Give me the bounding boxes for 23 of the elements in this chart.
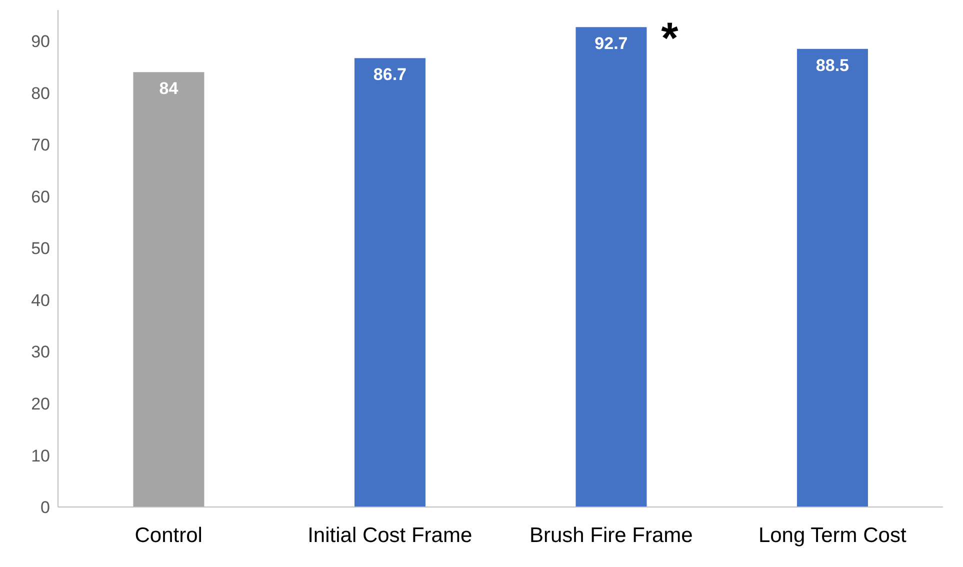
data-label: 88.5	[816, 56, 850, 75]
y-tick-label: 30	[31, 342, 50, 362]
y-tick-label: 80	[31, 84, 50, 103]
y-tick-label: 90	[31, 32, 50, 52]
bar	[354, 58, 426, 507]
y-tick-label: 70	[31, 136, 50, 155]
data-label: 86.7	[373, 65, 407, 84]
annotation: *	[661, 14, 680, 64]
y-tick-label: 20	[31, 394, 50, 414]
bar	[576, 27, 647, 507]
y-tick-label: 0	[40, 498, 50, 518]
y-tick-label: 50	[31, 239, 50, 258]
y-tick-label: 60	[31, 187, 50, 206]
y-tick-label: 10	[31, 446, 50, 466]
x-tick-label: Initial Cost Frame	[308, 524, 472, 547]
y-tick-label: 40	[31, 290, 50, 310]
data-label: 84	[159, 79, 179, 98]
x-tick-label: Brush Fire Frame	[529, 524, 693, 547]
x-tick-label: Long Term Cost	[758, 524, 906, 547]
data-label: 92.7	[594, 34, 628, 54]
bar	[796, 48, 868, 507]
bar	[133, 72, 204, 507]
x-tick-label: Control	[134, 524, 202, 547]
